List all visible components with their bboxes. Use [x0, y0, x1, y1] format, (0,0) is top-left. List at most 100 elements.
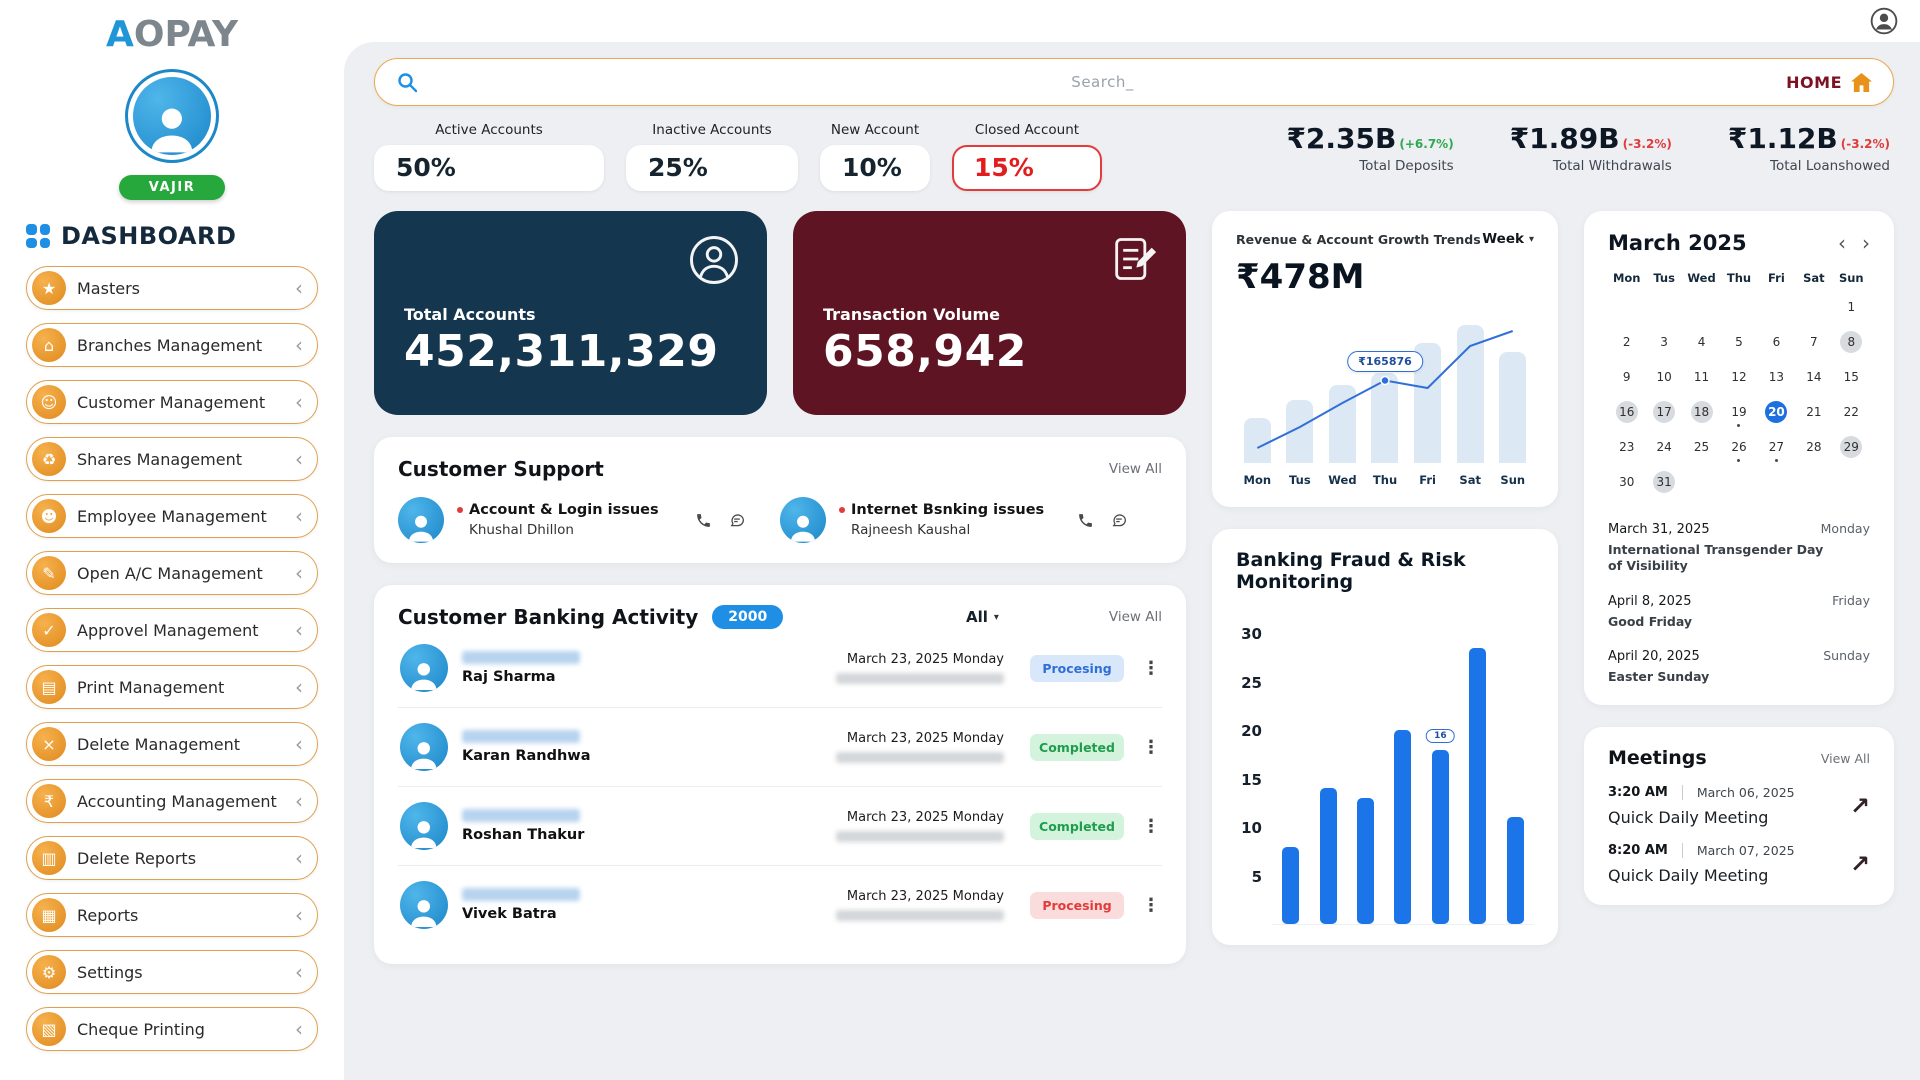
sidebar-item-customer-management[interactable]: ☺ Customer Management ‹ [26, 380, 318, 424]
open-meeting-icon[interactable]: ↗ [1849, 850, 1870, 878]
chevron-icon: ‹ [295, 618, 303, 642]
y-tick-label: 10 [1241, 819, 1262, 838]
sidebar-item-label: Masters [77, 278, 140, 298]
activity-date: March 23, 2025 Monday [846, 810, 1004, 825]
calendar-day[interactable]: 14 [1806, 370, 1822, 384]
fraud-bar [1394, 730, 1412, 924]
calendar-day[interactable]: 13 [1768, 370, 1785, 384]
calendar-day[interactable]: 10 [1656, 370, 1672, 384]
calendar-day[interactable]: 15 [1843, 370, 1859, 384]
chat-icon[interactable] [728, 512, 746, 529]
revenue-bar [1456, 325, 1484, 463]
row-menu-icon[interactable]: ⋮ [1142, 815, 1160, 837]
calendar-next-icon[interactable]: › [1862, 231, 1870, 255]
calendar-day[interactable]: 24 [1656, 440, 1672, 454]
sidebar-item-shares-management[interactable]: ♻ Shares Management ‹ [26, 437, 318, 481]
calendar-day[interactable]: 6 [1772, 335, 1781, 349]
home-button[interactable]: HOME [1786, 72, 1873, 93]
calendar-day[interactable]: 7 [1810, 335, 1818, 349]
fraud-plot: 16 [1272, 615, 1534, 925]
calendar-day[interactable]: 26 [1720, 436, 1757, 464]
calendar-day[interactable]: 16 [1608, 401, 1645, 429]
phone-icon[interactable] [1077, 512, 1094, 529]
calendar-day [1720, 296, 1757, 324]
search-input[interactable] [433, 72, 1773, 92]
calendar-day[interactable]: 28 [1806, 440, 1822, 454]
activity-row: Raj Sharma March 23, 2025 Monday Procesing… [398, 629, 1162, 707]
sidebar-item-cheque-printing[interactable]: ▧ Cheque Printing ‹ [26, 1007, 318, 1051]
calendar-day[interactable]: 19 [1720, 401, 1757, 429]
total-label: Total Deposits [1359, 158, 1454, 174]
customer-name: Karan Randhwa [462, 748, 591, 764]
fraud-bar [1506, 817, 1524, 924]
calendar-day[interactable]: 8 [1833, 331, 1870, 359]
x-tick-label: Mon [1243, 473, 1272, 487]
row-menu-icon[interactable]: ⋮ [1142, 736, 1160, 758]
meetings-view-all[interactable]: View All [1820, 750, 1870, 766]
customer-name: Roshan Thakur [462, 827, 585, 843]
calendar-day-header: Sat [1803, 271, 1825, 285]
calendar-day[interactable]: 9 [1622, 370, 1631, 384]
calendar-day[interactable]: 3 [1660, 335, 1668, 349]
chevron-down-icon: ▾ [1528, 233, 1534, 245]
sidebar-item-label: Cheque Printing [77, 1019, 205, 1039]
sidebar-item-label: Branches Management [77, 335, 263, 355]
sidebar-item-accounting-management[interactable]: ₹ Accounting Management ‹ [26, 779, 318, 823]
sidebar-item-masters[interactable]: ★ Masters ‹ [26, 266, 318, 310]
total-accounts-card: Total Accounts 452,311,329 [374, 211, 767, 415]
support-view-all[interactable]: View All [1108, 461, 1162, 477]
activity-date: March 23, 2025 Monday [846, 652, 1004, 667]
sidebar-item-delete-reports[interactable]: ▥ Delete Reports ‹ [26, 836, 318, 880]
calendar-prev-icon[interactable]: ‹ [1838, 231, 1846, 255]
sidebar-item-settings[interactable]: ⚙ Settings ‹ [26, 950, 318, 994]
x-tick-label: Sat [1459, 473, 1481, 487]
sidebar-item-open-a-c-management[interactable]: ✎ Open A/C Management ‹ [26, 551, 318, 595]
calendar-day[interactable]: 4 [1697, 335, 1706, 349]
sidebar-item-print-management[interactable]: ▤ Print Management ‹ [26, 665, 318, 709]
revenue-bar [1243, 418, 1271, 463]
dashboard-grid-icon [26, 224, 50, 248]
phone-icon[interactable] [695, 512, 712, 529]
calendar-day[interactable]: 18 [1683, 401, 1720, 429]
calendar-day[interactable]: 22 [1843, 405, 1859, 419]
sidebar-item-reports[interactable]: ▦ Reports ‹ [26, 893, 318, 937]
calendar-day[interactable]: 23 [1619, 440, 1635, 454]
calendar-day-header: Fri [1768, 271, 1785, 285]
account-icon[interactable] [1870, 7, 1898, 35]
sidebar-item-delete-management[interactable]: × Delete Management ‹ [26, 722, 318, 766]
fraud-bar [1282, 846, 1300, 924]
activity-view-all[interactable]: View All [1108, 609, 1162, 625]
row-menu-icon[interactable]: ⋮ [1142, 894, 1160, 916]
sidebar-item-branches-management[interactable]: ⌂ Branches Management ‹ [26, 323, 318, 367]
calendar-day[interactable]: 25 [1693, 440, 1710, 454]
calendar-day[interactable]: 5 [1735, 335, 1743, 349]
sidebar-item-approvel-management[interactable]: ✓ Approvel Management ‹ [26, 608, 318, 652]
calendar-day[interactable]: 2 [1622, 335, 1631, 349]
avatar [400, 881, 448, 929]
calendar-day[interactable]: 17 [1645, 401, 1682, 429]
open-meeting-icon[interactable]: ↗ [1849, 792, 1870, 820]
revenue-period-dropdown[interactable]: Week ▾ [1482, 231, 1534, 247]
sidebar-item-employee-management[interactable]: ☻ Employee Management ‹ [26, 494, 318, 538]
calendar-day[interactable]: 1 [1847, 300, 1856, 314]
calendar-day[interactable]: 29 [1833, 436, 1870, 464]
calendar-day[interactable]: 30 [1619, 475, 1635, 489]
chevron-icon: ‹ [295, 561, 303, 585]
calendar-day[interactable]: 11 [1693, 370, 1710, 384]
search-bar[interactable]: HOME [374, 58, 1894, 106]
calendar-day[interactable]: 27 [1758, 436, 1795, 464]
calendar-day[interactable]: 21 [1806, 405, 1822, 419]
activity-row: Roshan Thakur March 23, 2025 Monday Comple… [398, 786, 1162, 865]
calendar-day[interactable]: 20 [1758, 401, 1795, 429]
chevron-icon: ‹ [295, 504, 303, 528]
calendar-day-header: Mon [1612, 271, 1641, 285]
calendar-day[interactable]: 12 [1731, 370, 1747, 384]
avatar [400, 723, 448, 771]
activity-filter-dropdown[interactable]: All ▾ [965, 608, 999, 626]
row-menu-icon[interactable]: ⋮ [1142, 657, 1160, 679]
chat-icon[interactable] [1110, 512, 1128, 529]
calendar-day[interactable]: 31 [1645, 471, 1682, 499]
dashboard-heading[interactable]: DASHBOARD [26, 222, 318, 250]
support-item: Internet Bsnking issues Rajneesh Kaushal [780, 497, 1162, 543]
